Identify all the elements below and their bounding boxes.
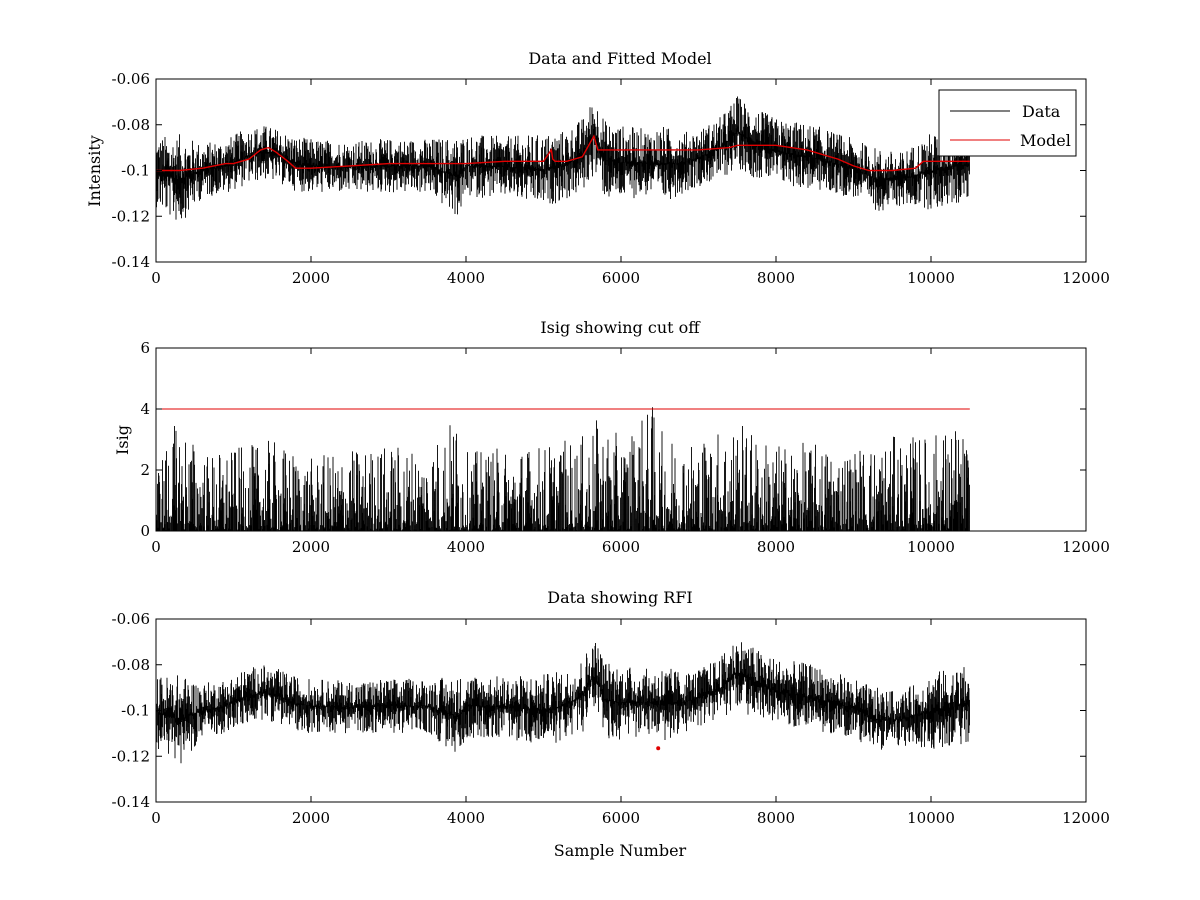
legend-label-data: Data <box>1022 102 1061 121</box>
ticks: 0 2000 4000 6000 8000 10000 12000 -0.06 -0.08 -0.… <box>112 70 1110 287</box>
x-tick-label: 12000 <box>1062 809 1110 827</box>
x-tick-label: 6000 <box>602 809 640 827</box>
legend-box <box>938 89 1077 157</box>
x-tick-label: 0 <box>151 269 161 287</box>
y-tick-label: 2 <box>140 461 150 479</box>
y-tick-label: 6 <box>140 339 150 357</box>
y-tick-label: -0.12 <box>112 747 150 765</box>
plot-area <box>155 407 970 531</box>
x-tick-label: 10000 <box>907 269 955 287</box>
rfi-marker <box>656 746 661 751</box>
x-tick-label: 8000 <box>757 538 795 556</box>
ticks: 0 2000 4000 6000 8000 10000 12000 0 2 4 6 <box>140 339 1109 556</box>
panel-title: Data and Fitted Model <box>528 49 711 68</box>
panel-title: Data showing RFI <box>547 588 692 607</box>
series-model-line <box>156 134 970 172</box>
y-tick-label: -0.08 <box>112 116 150 134</box>
x-tick-label: 0 <box>151 538 161 556</box>
x-tick-label: 8000 <box>757 809 795 827</box>
panel-title: Isig showing cut off <box>540 318 701 337</box>
x-tick-label: 0 <box>151 809 161 827</box>
x-tick-label: 2000 <box>292 269 330 287</box>
x-tick-label: 2000 <box>292 538 330 556</box>
y-axis-label: Isig <box>113 425 132 455</box>
panel-data-showing-rfi: Data showing RFI Sample Number 0 2000 4000… <box>112 588 1110 860</box>
x-tick-label: 2000 <box>292 809 330 827</box>
x-tick-label: 8000 <box>757 269 795 287</box>
y-tick-label: -0.06 <box>112 70 150 88</box>
panel-data-and-fitted-model: Data and Fitted Model Intensity 0 2000 400… <box>85 49 1110 287</box>
y-tick-label: -0.12 <box>112 207 150 225</box>
y-tick-label: -0.08 <box>112 656 150 674</box>
x-axis-label: Sample Number <box>554 841 687 860</box>
y-tick-label: -0.1 <box>121 162 150 180</box>
x-tick-label: 4000 <box>447 809 485 827</box>
x-tick-label: 10000 <box>907 538 955 556</box>
x-tick-label: 6000 <box>602 538 640 556</box>
legend-label-model: Model <box>1020 131 1071 150</box>
x-tick-label: 12000 <box>1062 269 1110 287</box>
y-tick-label: 0 <box>140 522 150 540</box>
x-tick-label: 10000 <box>907 809 955 827</box>
y-tick-label: -0.14 <box>112 793 150 811</box>
y-tick-label: 4 <box>140 400 150 418</box>
x-tick-label: 12000 <box>1062 538 1110 556</box>
y-tick-label: -0.1 <box>121 702 150 720</box>
y-tick-label: -0.14 <box>112 253 150 271</box>
x-tick-label: 6000 <box>602 269 640 287</box>
y-axis-label: Intensity <box>85 135 104 207</box>
legend: Data Model <box>938 89 1077 157</box>
panel-isig-showing-cut-off: Isig showing cut off Isig 0 2000 4000 6000 8… <box>113 318 1110 556</box>
ticks: 0 2000 4000 6000 8000 10000 12000 -0.06 -0.08 -0.… <box>112 610 1110 827</box>
x-tick-label: 4000 <box>447 269 485 287</box>
x-tick-label: 4000 <box>447 538 485 556</box>
y-tick-label: -0.06 <box>112 610 150 628</box>
